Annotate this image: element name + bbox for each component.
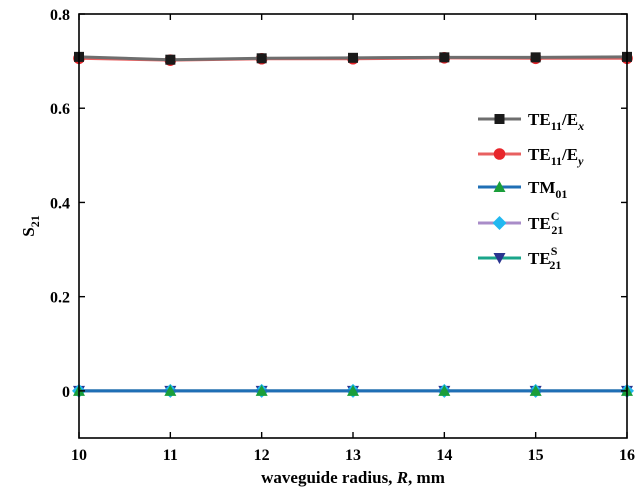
legend-item-TE11/Ex: TE11/Ex	[478, 110, 584, 133]
data-point	[530, 52, 541, 63]
legend-item-TE21S: TES 21	[478, 244, 561, 272]
legend-item-TE11/Ey: TE11/Ey	[478, 145, 584, 168]
x-axis-title: waveguide radius, R, mm	[261, 468, 445, 487]
data-point	[438, 384, 451, 396]
legend-label: TES 21	[528, 244, 561, 272]
x-tick-label: 13	[345, 447, 361, 464]
plot-area	[72, 51, 634, 398]
legend-marker	[493, 181, 506, 192]
x-tick-label: 15	[528, 447, 544, 464]
axes: 10 11 12 13 14 15 16 0 0.2 0.4 0.6 0.8 waveguide rad…	[19, 7, 635, 487]
data-point	[255, 384, 268, 396]
data-point	[165, 54, 176, 65]
x-tick-label: 11	[163, 447, 178, 464]
y-tick-label: 0.2	[50, 290, 70, 307]
y-axis-title: S21	[19, 215, 42, 236]
series-TM01	[73, 384, 633, 396]
data-point	[347, 384, 359, 396]
series-TE11/Ex	[74, 51, 632, 65]
data-point	[348, 52, 358, 63]
legend-label: TE11/Ex	[528, 110, 584, 133]
legend-label: TEC 21	[528, 209, 563, 237]
legend-label: TM01	[528, 178, 567, 201]
legend-item-TM01: TM01	[478, 178, 567, 201]
legend-item-TE21C: TEC 21	[478, 209, 563, 237]
data-point	[256, 53, 267, 64]
y-tick-label: 0.6	[50, 101, 70, 118]
legend: TE11/Ex TE11/Ey TM01 TEC 21 TES 21	[478, 110, 584, 272]
y-tick-label: 0.8	[50, 7, 70, 24]
x-tick-label: 16	[619, 447, 635, 464]
data-point	[529, 384, 542, 396]
y-tick-label: 0.4	[50, 195, 70, 212]
legend-marker	[492, 216, 507, 230]
x-tick-label: 14	[436, 447, 452, 464]
legend-marker	[493, 148, 506, 160]
x-tick-label: 12	[254, 447, 270, 464]
x-tick-label: 10	[71, 447, 87, 464]
legend-label: TE11/Ey	[528, 145, 584, 168]
y-tick-label: 0	[62, 384, 70, 401]
legend-marker	[494, 114, 505, 124]
data-point	[164, 384, 177, 396]
legend-marker	[493, 253, 506, 264]
data-point	[439, 52, 450, 63]
